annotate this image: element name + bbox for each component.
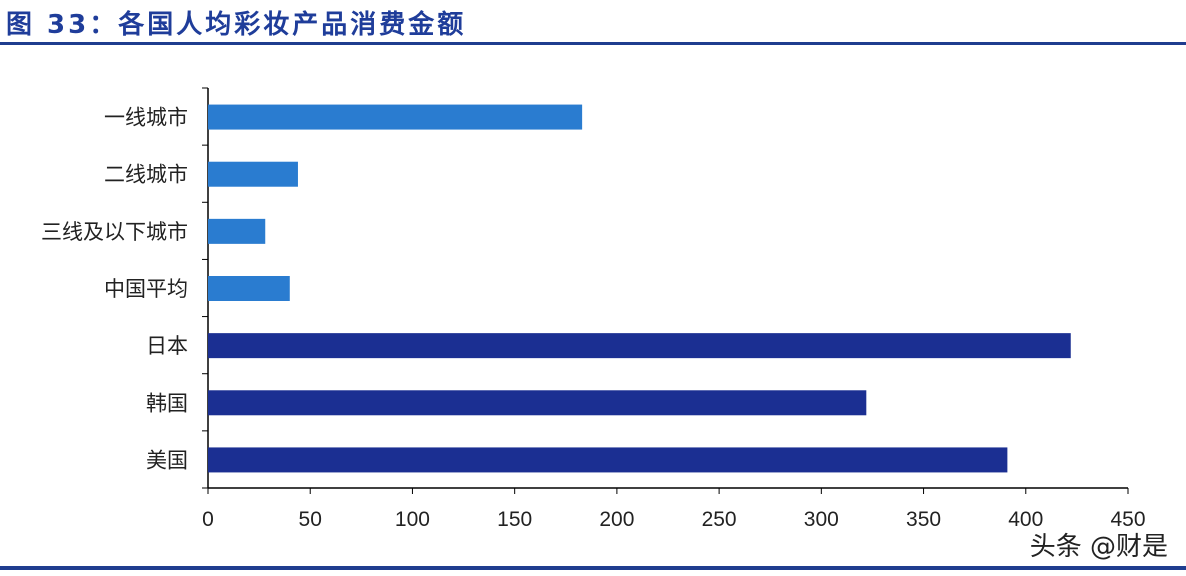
x-tick-label: 300: [804, 508, 839, 531]
bar-1: [208, 161, 298, 187]
category-label: 美国: [146, 448, 188, 472]
bar-3: [208, 276, 290, 301]
watermark: 头条 @财是: [1029, 532, 1168, 562]
title-rule: [0, 42, 1186, 45]
category-label: 一线城市: [104, 106, 188, 130]
x-tick-label: 150: [497, 508, 532, 531]
category-label: 韩国: [146, 391, 188, 415]
bar-0: [208, 104, 583, 130]
x-tick-label: 450: [1110, 508, 1145, 531]
x-tick-label: 0: [202, 508, 214, 531]
figure-title: 图 33：各国人均彩妆产品消费金额: [6, 10, 467, 40]
bar-4: [208, 333, 1071, 359]
category-label: 二线城市: [104, 163, 188, 187]
x-tick-label: 250: [702, 508, 737, 531]
bar-5: [208, 390, 867, 416]
footer-rule: [0, 566, 1186, 570]
category-label: 中国平均: [104, 277, 188, 301]
category-label: 日本: [146, 334, 188, 358]
x-tick-label: 100: [395, 508, 430, 531]
x-tick-label: 400: [1008, 508, 1043, 531]
x-tick-label: 350: [906, 508, 941, 531]
bar-6: [208, 447, 1008, 473]
x-tick-label: 50: [299, 508, 322, 531]
bar-2: [208, 218, 266, 244]
x-tick-label: 200: [599, 508, 634, 531]
category-label: 三线及以下城市: [41, 220, 188, 244]
